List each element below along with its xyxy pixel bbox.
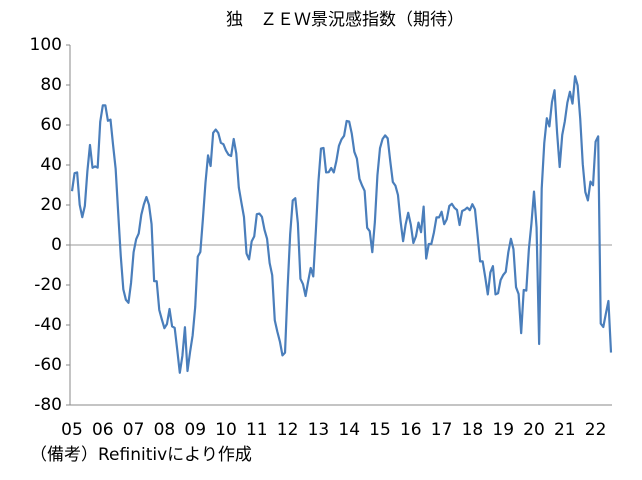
x-tick-label: 14 bbox=[338, 420, 360, 440]
x-tick-label: 18 bbox=[462, 420, 484, 440]
x-tick-label: 09 bbox=[184, 420, 206, 440]
x-tick-label: 20 bbox=[523, 420, 545, 440]
x-tick-label: 22 bbox=[585, 420, 607, 440]
x-tick-label: 21 bbox=[554, 420, 576, 440]
x-tick-label: 07 bbox=[123, 420, 145, 440]
x-tick-label: 10 bbox=[215, 420, 237, 440]
y-tick-label: -60 bbox=[34, 355, 62, 375]
y-tick-label: 0 bbox=[51, 235, 62, 255]
y-tick-label: 20 bbox=[40, 195, 62, 215]
y-tick-label: 80 bbox=[40, 75, 62, 95]
x-tick-label: 11 bbox=[246, 420, 268, 440]
y-tick-label: 60 bbox=[40, 115, 62, 135]
x-tick-label: 15 bbox=[369, 420, 391, 440]
x-tick-label: 13 bbox=[308, 420, 330, 440]
y-tick-label: -20 bbox=[34, 275, 62, 295]
y-tick-label: -80 bbox=[34, 395, 62, 415]
x-tick-label: 19 bbox=[492, 420, 514, 440]
x-tick-label: 17 bbox=[431, 420, 453, 440]
y-tick-label: 40 bbox=[40, 155, 62, 175]
y-tick-label: 100 bbox=[30, 35, 62, 55]
chart-title: 独 ＺＥＷ景況感指数（期待） bbox=[226, 10, 464, 30]
line bbox=[70, 75, 613, 374]
x-tick-label: 08 bbox=[154, 420, 176, 440]
x-tick-label: 12 bbox=[277, 420, 299, 440]
x-tick-label: 06 bbox=[92, 420, 114, 440]
note: （備考）Refinitivにより作成 bbox=[30, 445, 252, 465]
x-tick-label: 05 bbox=[61, 420, 83, 440]
y-tick-label: -40 bbox=[34, 315, 62, 335]
x-tick-label: 16 bbox=[400, 420, 422, 440]
